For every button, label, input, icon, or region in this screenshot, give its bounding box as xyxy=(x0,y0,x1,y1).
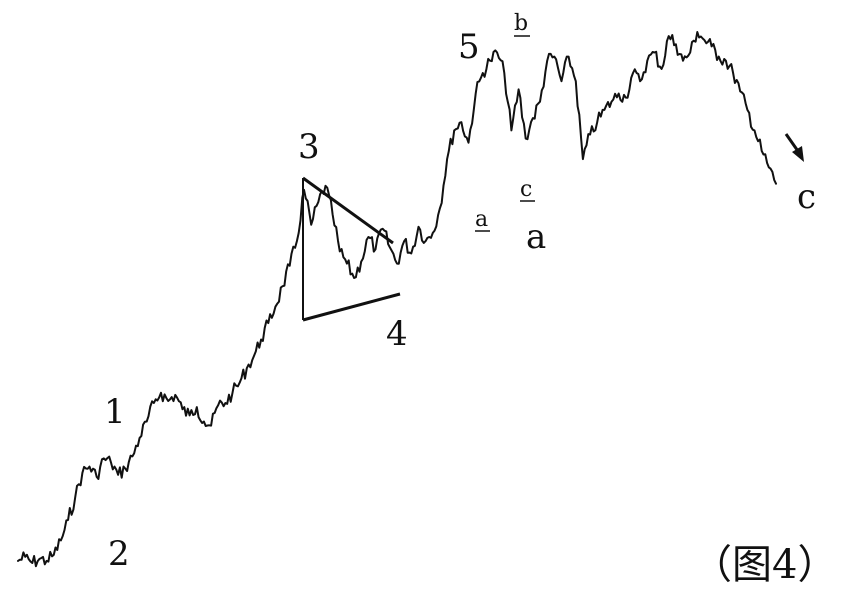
wave-label-5: 5 xyxy=(458,27,480,67)
figure-caption: （图4） xyxy=(692,542,837,588)
wave-label-1: 1 xyxy=(104,392,126,432)
price-series-line xyxy=(17,31,777,568)
down-arrow-head xyxy=(792,146,804,162)
wave-label-3: 3 xyxy=(298,127,320,167)
triangle-lower-line xyxy=(302,292,401,322)
wave-label-2: 2 xyxy=(108,534,130,574)
subwave-label-b: b xyxy=(514,11,528,36)
wave-label-a: a xyxy=(526,217,546,257)
wave-label-c: c xyxy=(797,177,816,217)
triangle-upper-line xyxy=(302,176,394,245)
wave-label-4: 4 xyxy=(386,314,408,354)
subwave-label-a-1: a xyxy=(475,207,488,232)
subwave-label-c-1: c xyxy=(520,177,532,202)
